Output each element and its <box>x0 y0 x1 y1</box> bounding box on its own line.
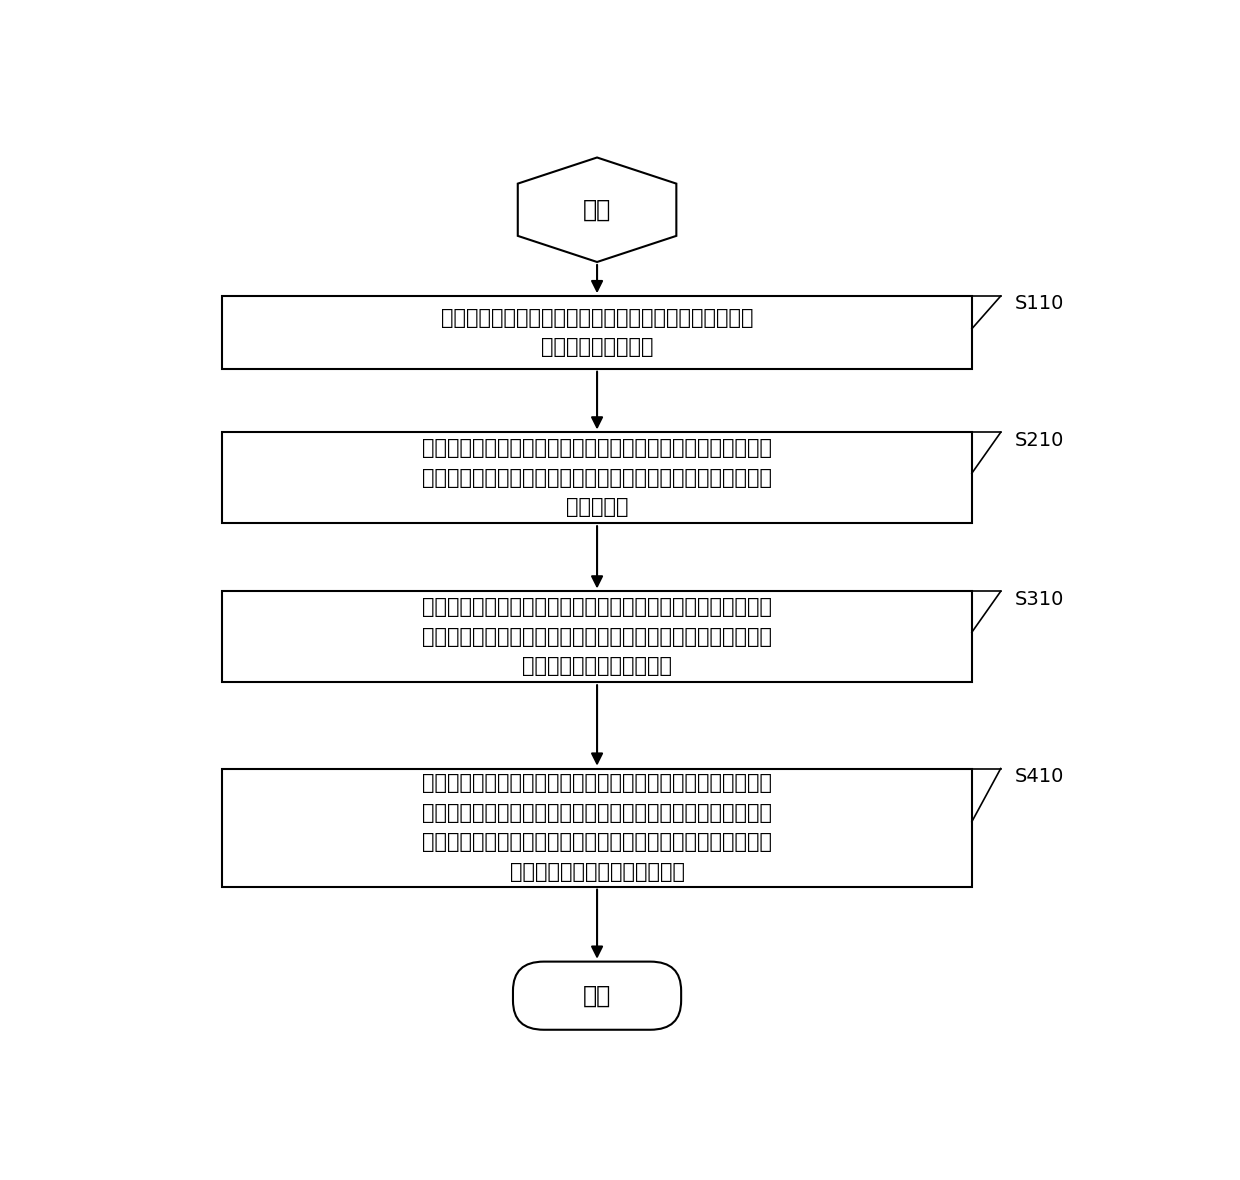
Text: 开始: 开始 <box>583 198 611 222</box>
Text: S210: S210 <box>1016 431 1064 450</box>
Text: S410: S410 <box>1016 767 1064 786</box>
Text: 接收到第一信号时，产生慢时钟信号，同时对所述慢时钟
信号的周期进行计数: 接收到第一信号时，产生慢时钟信号，同时对所述慢时钟 信号的周期进行计数 <box>440 308 754 358</box>
Text: S110: S110 <box>1016 294 1064 313</box>
FancyBboxPatch shape <box>222 432 972 523</box>
FancyBboxPatch shape <box>513 962 681 1030</box>
FancyBboxPatch shape <box>222 591 972 682</box>
Text: S310: S310 <box>1016 590 1064 609</box>
FancyBboxPatch shape <box>222 768 972 886</box>
Text: 结束: 结束 <box>583 984 611 1008</box>
Polygon shape <box>518 157 676 262</box>
Text: 若利用所述快时钟信号的上升沿检测到所述慢时钟信号的电平发
生变化，则产生一标识信号，并停止对所述快时钟信号和所述慢
时钟信号信号的周期的计数: 若利用所述快时钟信号的上升沿检测到所述慢时钟信号的电平发 生变化，则产生一标识信… <box>422 597 773 676</box>
Text: 接收到第二信号时，产生快时钟信号，利用所述快时钟信号的上
升沿去检测所述慢时钟信号的电平，同时对所述快时钟信号的周
期进行计数: 接收到第二信号时，产生快时钟信号，利用所述快时钟信号的上 升沿去检测所述慢时钟信… <box>422 438 773 517</box>
Text: 根据所述标识信号产生时，所述慢时钟信号的电平是处于上升沿
还是处于下降沿，结合所述慢时钟信号的周期及计数所得的周期
个数、所述快时钟信号的周期及计数所得的周期个: 根据所述标识信号产生时，所述慢时钟信号的电平是处于上升沿 还是处于下降沿，结合所… <box>422 773 773 881</box>
FancyBboxPatch shape <box>222 296 972 368</box>
